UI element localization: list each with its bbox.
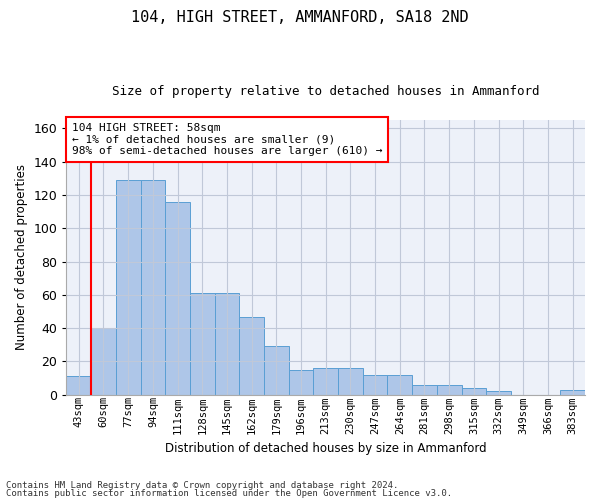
Bar xyxy=(437,385,461,395)
Text: Contains public sector information licensed under the Open Government Licence v3: Contains public sector information licen… xyxy=(6,488,452,498)
Bar xyxy=(289,370,313,395)
Bar xyxy=(313,368,338,395)
Text: 104 HIGH STREET: 58sqm
← 1% of detached houses are smaller (9)
98% of semi-detac: 104 HIGH STREET: 58sqm ← 1% of detached … xyxy=(71,122,382,156)
Bar xyxy=(412,385,437,395)
Bar xyxy=(116,180,140,395)
Title: Size of property relative to detached houses in Ammanford: Size of property relative to detached ho… xyxy=(112,85,539,98)
Bar xyxy=(190,293,215,395)
Bar xyxy=(91,328,116,395)
Text: Contains HM Land Registry data © Crown copyright and database right 2024.: Contains HM Land Registry data © Crown c… xyxy=(6,481,398,490)
Bar xyxy=(165,202,190,395)
Bar xyxy=(239,316,264,395)
X-axis label: Distribution of detached houses by size in Ammanford: Distribution of detached houses by size … xyxy=(165,442,487,455)
Bar xyxy=(461,388,486,395)
Bar xyxy=(140,180,165,395)
Y-axis label: Number of detached properties: Number of detached properties xyxy=(15,164,28,350)
Bar xyxy=(215,293,239,395)
Bar xyxy=(560,390,585,395)
Bar xyxy=(486,392,511,395)
Bar xyxy=(264,346,289,395)
Bar xyxy=(338,368,363,395)
Text: 104, HIGH STREET, AMMANFORD, SA18 2ND: 104, HIGH STREET, AMMANFORD, SA18 2ND xyxy=(131,10,469,25)
Bar xyxy=(388,375,412,395)
Bar xyxy=(363,375,388,395)
Bar xyxy=(67,376,91,395)
